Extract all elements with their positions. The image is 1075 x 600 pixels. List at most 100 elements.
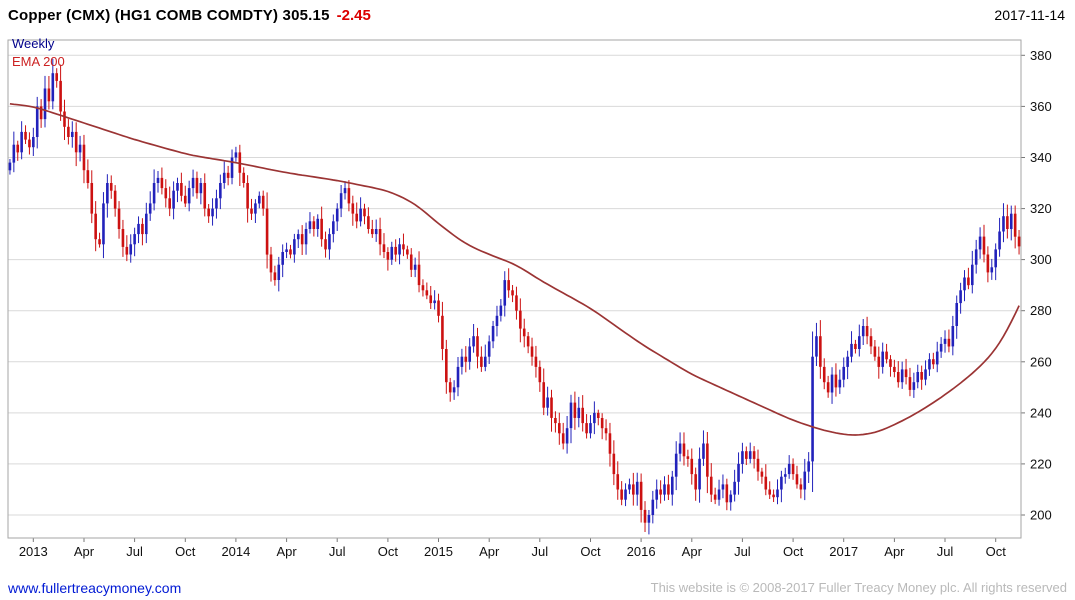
candle-body: [148, 203, 152, 214]
candle-body: [230, 157, 234, 178]
x-axis-label: Oct: [580, 544, 601, 559]
candle-body: [581, 407, 584, 424]
candle-body: [495, 315, 499, 326]
candle-body: [269, 254, 273, 273]
candle-body: [896, 372, 900, 383]
candle-body: [70, 131, 74, 137]
candle-body: [308, 221, 312, 229]
candle-body: [106, 183, 109, 204]
candle-body: [176, 183, 179, 191]
candle-body: [982, 236, 986, 255]
copyright-text: This website is © 2008-2017 Fuller Treac…: [650, 580, 1067, 595]
candle-body: [117, 208, 121, 229]
x-axis-label: Oct: [175, 544, 196, 559]
candle-body: [752, 451, 756, 459]
candle-body: [413, 264, 417, 270]
candle-body: [998, 231, 1001, 250]
candle-body: [577, 407, 581, 418]
candle-body: [300, 234, 304, 245]
candle-body: [569, 402, 573, 429]
x-axis-label: Jul: [937, 544, 954, 559]
candle-body: [519, 310, 522, 329]
candle-body: [406, 249, 409, 255]
candle-body: [713, 494, 717, 500]
candle-body: [332, 221, 335, 235]
candle-body: [943, 338, 947, 344]
chart-title-group: Copper (CMX) (HG1 COMB COMDTY) 305.15 -2…: [8, 7, 371, 24]
candle-body: [869, 336, 873, 347]
candle-body: [589, 423, 592, 434]
candle-body: [51, 73, 55, 102]
candle-body: [258, 195, 261, 204]
candle-body: [398, 244, 401, 255]
candle-body: [694, 474, 697, 490]
y-axis-label: 360: [1030, 99, 1052, 114]
candle-body: [199, 183, 203, 194]
candle-body: [624, 489, 627, 500]
candle-body: [219, 183, 222, 199]
date-label: 2017-11-14: [994, 7, 1065, 23]
candle-body: [877, 356, 881, 367]
candle-body: [195, 177, 199, 194]
candle-body: [445, 349, 448, 383]
candle-body: [706, 443, 709, 477]
candle-body: [183, 195, 187, 204]
candle-body: [690, 458, 694, 475]
candle-body: [16, 144, 20, 153]
candle-body: [643, 509, 647, 523]
candle-body: [604, 428, 608, 434]
candle-body: [277, 264, 281, 280]
candle-body: [296, 234, 300, 240]
candle-body: [363, 208, 366, 217]
site-link[interactable]: www.fullertreacymoney.com: [8, 579, 182, 596]
candle-body: [160, 177, 164, 189]
candle-body: [803, 471, 807, 490]
candle-body: [733, 481, 736, 495]
candle-body: [834, 374, 838, 388]
title-bar: Copper (CMX) (HG1 COMB COMDTY) 305.15 -2…: [0, 0, 1075, 30]
candle-body: [842, 366, 846, 380]
y-axis-label: 300: [1030, 252, 1052, 267]
chart-legend: Weekly EMA 200: [12, 35, 65, 71]
candle-body: [180, 183, 183, 196]
x-axis-label: Oct: [378, 544, 399, 559]
candle-body: [768, 489, 771, 495]
y-axis-label: 260: [1030, 354, 1052, 369]
candle-body: [137, 223, 140, 235]
x-axis-label: 2013: [19, 544, 48, 559]
x-axis-label: Oct: [783, 544, 804, 559]
candle-body: [409, 254, 413, 270]
candle-body: [745, 451, 748, 459]
candle-body: [721, 484, 725, 490]
candle-body: [24, 131, 27, 140]
candle-body: [456, 366, 460, 388]
candle-body: [628, 484, 631, 490]
candle-body: [164, 188, 168, 199]
candle-body: [920, 372, 923, 380]
candle-body: [226, 172, 230, 178]
candle-body: [234, 152, 238, 158]
candle-body: [289, 249, 292, 255]
candle-body: [429, 295, 433, 304]
candle-body: [113, 190, 117, 209]
candle-body: [378, 229, 382, 245]
candle-body: [608, 433, 612, 454]
candle-body: [324, 239, 327, 250]
candle-body: [830, 374, 834, 393]
candle-body: [558, 423, 561, 434]
candle-body: [811, 356, 814, 462]
price-change: -2.45: [336, 6, 371, 24]
y-axis-label: 340: [1030, 150, 1052, 165]
candle-body: [542, 382, 546, 408]
candle-body: [222, 172, 226, 183]
x-axis-label: 2014: [221, 544, 250, 559]
candle-body: [994, 249, 997, 268]
candle-body: [990, 267, 994, 273]
candle-body: [351, 203, 355, 214]
y-axis-label: 200: [1030, 508, 1052, 523]
candle-body: [881, 351, 884, 367]
candle-body: [717, 489, 721, 500]
candle-body: [515, 295, 518, 311]
candle-body: [339, 193, 343, 209]
candle-body: [838, 379, 842, 388]
